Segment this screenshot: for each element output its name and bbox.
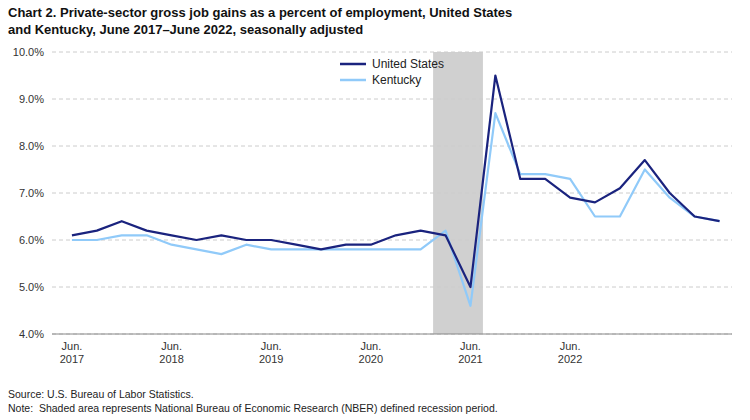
y-tick-label: 9.0% <box>19 93 44 105</box>
source-note: Source: U.S. Bureau of Labor Statistics.… <box>8 388 498 414</box>
series-line <box>72 76 720 288</box>
series-line <box>72 113 720 306</box>
grid-line <box>52 146 732 147</box>
x-tick-label: Jun.2018 <box>159 340 183 365</box>
x-axis-line <box>52 334 732 335</box>
y-tick-label: 10.0% <box>13 46 44 58</box>
lines <box>72 76 720 306</box>
x-tick-label: Jun.2017 <box>60 340 84 365</box>
title: Chart 2. Private-sector gross job gains … <box>8 5 512 37</box>
grid-line <box>52 193 732 194</box>
grid-line <box>52 334 732 335</box>
legend-swatch <box>340 63 366 66</box>
y-tick-label: 8.0% <box>19 140 44 152</box>
grid-line <box>52 240 732 241</box>
chart: Chart 2. Private-sector gross job gains … <box>0 0 750 420</box>
grid-line <box>52 99 732 100</box>
legend-swatch <box>340 79 366 82</box>
x-tick-label: Jun.2021 <box>458 340 482 365</box>
y-tick-label: 6.0% <box>19 234 44 246</box>
x-tick-label: Jun.2019 <box>259 340 283 365</box>
legend-label: United States <box>372 57 444 71</box>
legend: United States Kentucky <box>340 57 444 87</box>
y-tick-label: 5.0% <box>19 281 44 293</box>
y-tick-label: 4.0% <box>19 328 44 340</box>
x-tick-label: Jun.2022 <box>558 340 582 365</box>
grid-line <box>52 52 732 53</box>
legend-label: Kentucky <box>372 73 421 87</box>
grid-line <box>52 287 732 288</box>
x-tick-label: Jun.2020 <box>359 340 383 365</box>
y-tick-label: 7.0% <box>19 187 44 199</box>
